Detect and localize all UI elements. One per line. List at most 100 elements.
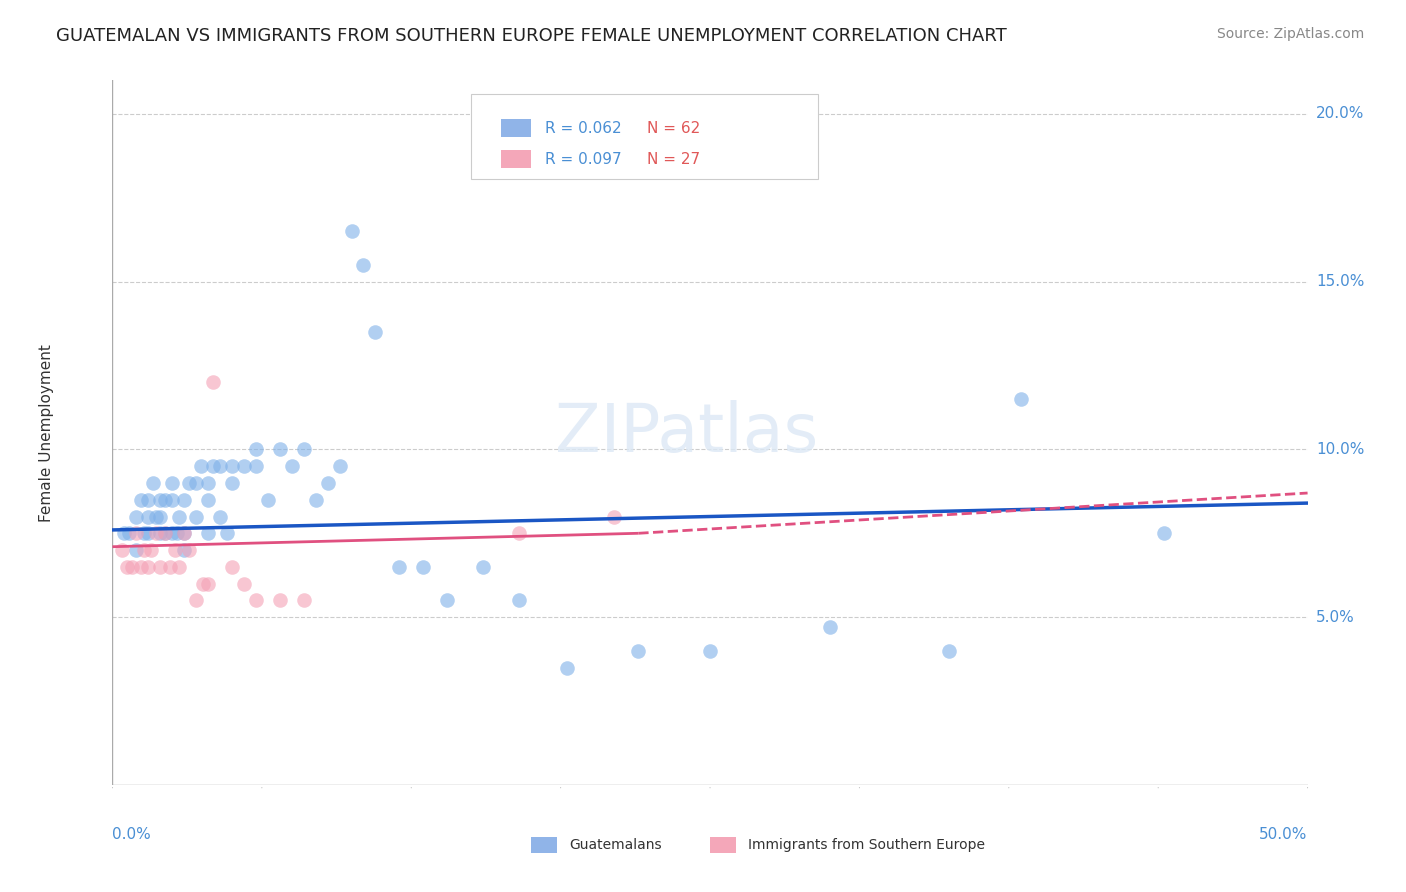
Point — [138, 509, 160, 524]
Point — [173, 492, 195, 507]
Text: Source: ZipAtlas.com: Source: ZipAtlas.com — [1216, 27, 1364, 41]
Point — [125, 526, 148, 541]
Point — [316, 475, 339, 490]
Point — [132, 526, 155, 541]
Text: 15.0%: 15.0% — [1316, 274, 1364, 289]
Point — [173, 526, 195, 541]
Point — [364, 325, 387, 339]
Point — [221, 459, 243, 474]
Point — [292, 442, 315, 457]
Text: 5.0%: 5.0% — [1316, 609, 1354, 624]
Point — [138, 526, 160, 541]
Point — [153, 526, 176, 541]
Text: Immigrants from Southern Europe: Immigrants from Southern Europe — [748, 838, 986, 852]
Point — [177, 475, 200, 490]
Point — [162, 492, 183, 507]
Point — [149, 526, 172, 541]
FancyBboxPatch shape — [501, 151, 531, 168]
Point — [388, 559, 411, 574]
Point — [118, 526, 141, 541]
Point — [129, 492, 152, 507]
Point — [115, 559, 138, 574]
Point — [111, 543, 134, 558]
Point — [233, 459, 256, 474]
Point — [221, 475, 243, 490]
Point — [508, 526, 530, 541]
Text: 50.0%: 50.0% — [1260, 827, 1308, 842]
FancyBboxPatch shape — [501, 120, 531, 137]
Point — [257, 492, 280, 507]
Point — [145, 526, 167, 541]
Point — [1010, 392, 1032, 406]
Point — [201, 376, 224, 390]
Point — [938, 644, 960, 658]
Point — [217, 526, 239, 541]
Point — [139, 543, 162, 558]
Point — [186, 593, 208, 607]
Point — [555, 660, 578, 674]
Text: GUATEMALAN VS IMMIGRANTS FROM SOUTHERN EUROPE FEMALE UNEMPLOYMENT CORRELATION CH: GUATEMALAN VS IMMIGRANTS FROM SOUTHERN E… — [56, 27, 1007, 45]
Point — [245, 442, 267, 457]
FancyBboxPatch shape — [531, 837, 557, 853]
Text: ZIPatlas: ZIPatlas — [554, 400, 818, 466]
Point — [209, 459, 232, 474]
Text: Guatemalans: Guatemalans — [569, 838, 662, 852]
Point — [173, 543, 195, 558]
Point — [201, 459, 224, 474]
Point — [125, 509, 148, 524]
Point — [163, 543, 186, 558]
Text: 10.0%: 10.0% — [1316, 442, 1364, 457]
Point — [329, 459, 352, 474]
Point — [292, 593, 315, 607]
Point — [129, 559, 152, 574]
Point — [699, 644, 721, 658]
Point — [269, 593, 291, 607]
Point — [169, 559, 191, 574]
Point — [818, 620, 841, 634]
Point — [149, 559, 172, 574]
Point — [138, 492, 160, 507]
FancyBboxPatch shape — [710, 837, 737, 853]
Point — [281, 459, 304, 474]
Point — [186, 509, 208, 524]
Text: 0.0%: 0.0% — [112, 827, 152, 842]
Point — [245, 459, 267, 474]
Point — [142, 475, 165, 490]
Point — [153, 526, 176, 541]
Point — [149, 509, 172, 524]
Point — [436, 593, 458, 607]
Point — [138, 559, 160, 574]
Point — [412, 559, 434, 574]
Point — [162, 475, 183, 490]
Point — [245, 593, 267, 607]
Point — [153, 492, 176, 507]
Text: 20.0%: 20.0% — [1316, 106, 1364, 121]
Point — [352, 258, 374, 272]
Point — [1153, 526, 1175, 541]
Point — [603, 509, 626, 524]
Text: N = 27: N = 27 — [647, 152, 700, 167]
Point — [125, 543, 148, 558]
Point — [305, 492, 328, 507]
Point — [197, 492, 219, 507]
Point — [177, 543, 200, 558]
Point — [149, 492, 172, 507]
Point — [166, 526, 188, 541]
Point — [197, 526, 219, 541]
Text: Female Unemployment: Female Unemployment — [39, 343, 55, 522]
Point — [145, 509, 167, 524]
Point — [209, 509, 232, 524]
Point — [190, 459, 212, 474]
Point — [132, 543, 155, 558]
Point — [114, 526, 135, 541]
Point — [173, 526, 195, 541]
Point — [197, 576, 219, 591]
Point — [340, 224, 363, 238]
Point — [162, 526, 183, 541]
Text: N = 62: N = 62 — [647, 120, 700, 136]
Point — [169, 509, 191, 524]
Point — [159, 559, 181, 574]
FancyBboxPatch shape — [471, 95, 818, 179]
Point — [193, 576, 215, 591]
Text: R = 0.097: R = 0.097 — [546, 152, 621, 167]
